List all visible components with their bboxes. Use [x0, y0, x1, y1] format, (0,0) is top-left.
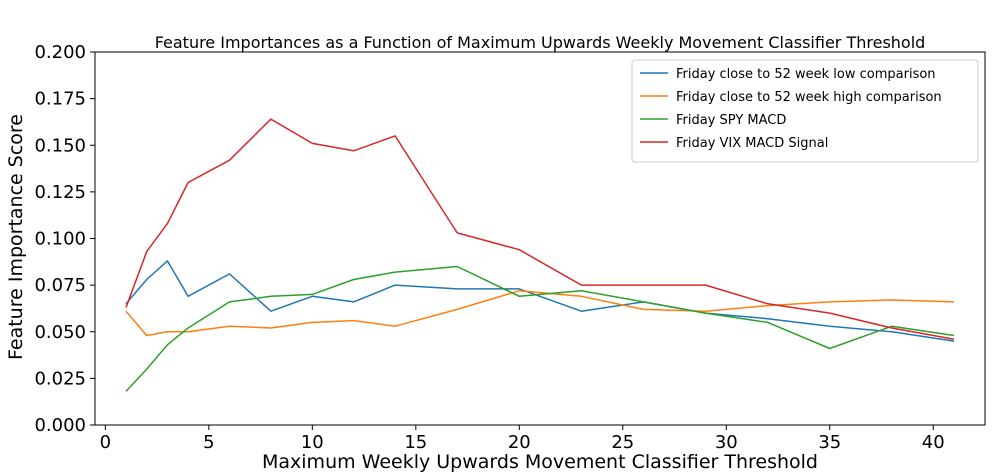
y-axis-label: Feature Importance Score — [5, 114, 27, 360]
x-tick-label: 40 — [922, 432, 945, 453]
y-tick-label: 0.125 — [34, 182, 86, 203]
x-tick-label: 5 — [203, 432, 214, 453]
legend-label-0: Friday close to 52 week low comparison — [676, 67, 936, 82]
x-tick-label: 0 — [100, 432, 111, 453]
legend: Friday close to 52 week low comparison Fr… — [631, 59, 979, 163]
y-tick-label: 0.075 — [34, 275, 86, 296]
legend-label-1: Friday close to 52 week high comparison — [676, 90, 942, 105]
series-line-0 — [125, 260, 955, 342]
x-tick-label: 15 — [404, 432, 427, 453]
legend-label-3: Friday VIX MACD Signal — [676, 136, 828, 151]
series-line-2 — [125, 265, 955, 392]
x-tick-label: 25 — [611, 432, 634, 453]
x-tick-label: 30 — [715, 432, 738, 453]
legend-label-2: Friday SPY MACD — [676, 113, 786, 128]
x-tick-label: 35 — [818, 432, 841, 453]
legend-box — [631, 59, 979, 163]
y-tick-label: 0.050 — [34, 322, 86, 343]
y-tick-label: 0.200 — [34, 42, 86, 63]
y-tick-label: 0.025 — [34, 368, 86, 389]
y-tick-label: 0.150 — [34, 135, 86, 156]
series-line-3 — [125, 118, 955, 340]
x-tick-label: 20 — [508, 432, 531, 453]
chart-title: Feature Importances as a Function of Max… — [155, 33, 926, 52]
x-tick-label: 10 — [301, 432, 324, 453]
y-tick-label: 0.175 — [34, 89, 86, 110]
plot-area: 0 5 10 15 20 25 30 35 40 0.000 0.025 0.050 0.075 0.10… — [34, 42, 986, 453]
y-tick-label: 0.000 — [34, 415, 86, 436]
x-axis-label: Maximum Weekly Upwards Movement Classifi… — [262, 451, 818, 473]
y-tick-label: 0.100 — [34, 229, 86, 250]
